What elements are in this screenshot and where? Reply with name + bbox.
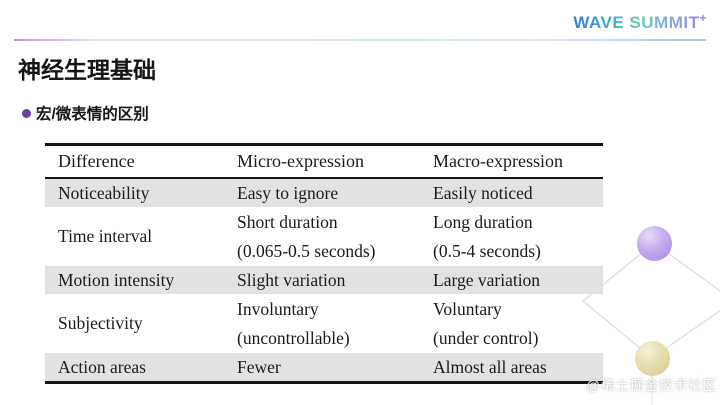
logo-plus: + [699,11,707,25]
table-cell: Action areas [58,357,146,377]
purple-sphere-decoration [637,226,672,261]
table-row: Noticeability Easy to ignore Easily noti… [45,179,603,207]
page-title: 神经生理基础 [18,57,156,83]
table-cell: Involuntary (uncontrollable) [237,298,350,348]
table-cell: Subjectivity [58,313,143,333]
table-cell: Fewer [237,357,281,377]
wave-summit-logo: WAVE SUMMIT+ [573,11,707,33]
table-cell: Noticeability [58,183,150,203]
table-cell: Short duration (0.065-0.5 seconds) [237,211,376,261]
logo-text: WAVE SUMMIT [573,13,700,32]
header-divider [14,39,706,41]
table-cell: Voluntary (under control) [433,298,539,348]
table-cell: Almost all areas [433,357,547,377]
comparison-table: Difference Micro-expression Macro-expres… [45,143,603,384]
watermark: @稀土掘金技术社区 [586,378,717,393]
column-header: Macro-expression [433,151,563,171]
table-cell: Slight variation [237,270,346,290]
table-row: Action areas Fewer Almost all areas [45,353,603,381]
table-row: Motion intensity Slight variation Large … [45,266,603,294]
column-header: Micro-expression [237,151,364,171]
yellow-sphere-decoration [635,341,670,376]
table-row: Time interval Short duration (0.065-0.5 … [45,207,603,266]
bullet-item: 宏/微表情的区别 [22,102,149,124]
table-cell: Large variation [433,270,541,290]
table-cell: Long duration (0.5-4 seconds) [433,211,541,261]
bullet-label: 宏/微表情的区别 [36,106,149,123]
bullet-dot-icon [22,108,31,118]
table-cell: Easy to ignore [237,183,339,203]
table-row: Subjectivity Involuntary (uncontrollable… [45,294,603,353]
table-cell: Motion intensity [58,270,175,290]
table-cell: Time interval [58,226,153,246]
column-header: Difference [58,151,135,171]
table-header-row: Difference Micro-expression Macro-expres… [45,146,603,179]
table-cell: Easily noticed [433,183,533,203]
